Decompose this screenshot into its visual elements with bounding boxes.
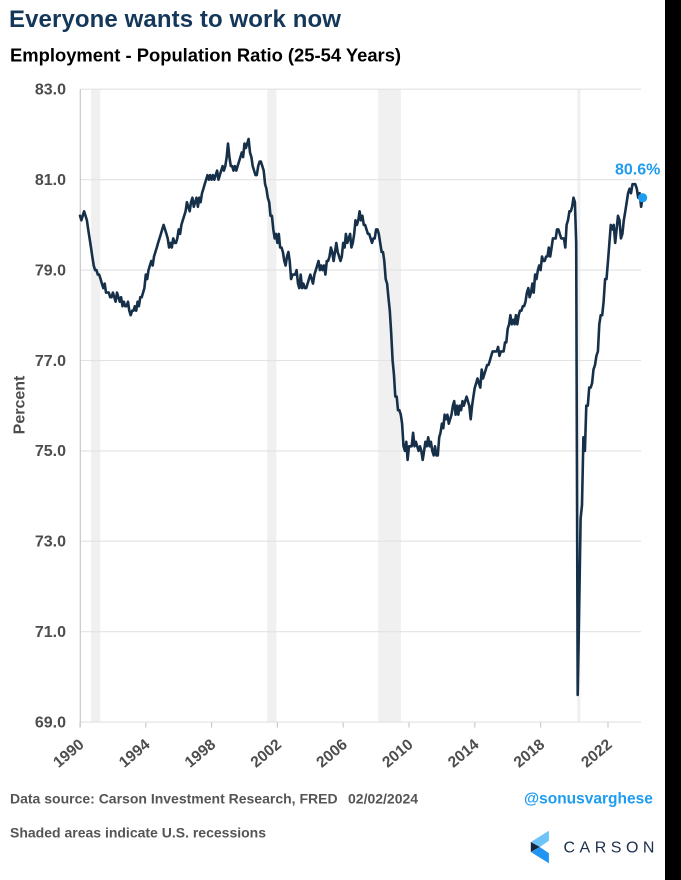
svg-text:Percent: Percent	[12, 375, 29, 434]
svg-text:Everyone wants to work now: Everyone wants to work now	[9, 6, 341, 33]
svg-text:73.0: 73.0	[35, 534, 66, 551]
svg-text:71.0: 71.0	[35, 624, 66, 641]
svg-text:02/02/2024: 02/02/2024	[348, 791, 418, 807]
svg-text:69.0: 69.0	[35, 715, 66, 732]
svg-text:83.0: 83.0	[35, 82, 66, 99]
svg-text:CARSON: CARSON	[564, 840, 659, 857]
svg-text:75.0: 75.0	[35, 443, 66, 460]
svg-text:Employment - Population Ratio: Employment - Population Ratio (25-54 Yea…	[10, 45, 401, 66]
svg-text:79.0: 79.0	[35, 262, 66, 279]
svg-text:77.0: 77.0	[35, 353, 66, 370]
svg-text:80.6%: 80.6%	[615, 162, 660, 179]
svg-text:@sonusvarghese: @sonusvarghese	[524, 791, 653, 808]
svg-text:81.0: 81.0	[35, 172, 66, 189]
svg-text:Shaded areas indicate U.S. rec: Shaded areas indicate U.S. recessions	[10, 825, 266, 841]
svg-text:Data source: Carson Investment: Data source: Carson Investment Research,…	[10, 791, 338, 807]
